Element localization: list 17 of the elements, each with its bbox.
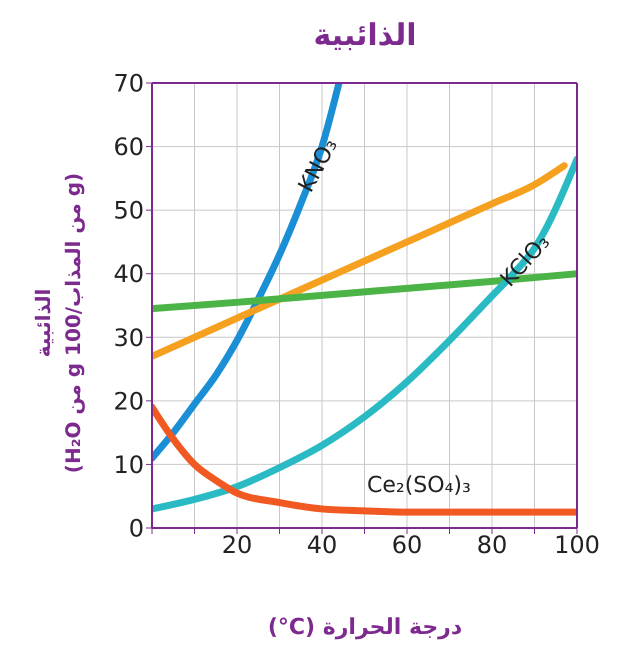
y-tick-label: 60 <box>113 133 144 162</box>
series-label: Ce₂(SO₄)₃ <box>367 473 471 498</box>
x-tick-label: 40 <box>306 531 338 560</box>
y-axis-title: الذائبية (g من المذاب/100 g من H₂O) <box>30 172 86 476</box>
y-tick-label: 0 <box>128 514 144 543</box>
x-tick-label: 60 <box>392 531 422 560</box>
y-tick-label: 10 <box>113 450 144 479</box>
x-tick-label: 100 <box>554 531 600 560</box>
x-axis-title: (°C) درجة الحرارة <box>266 615 464 640</box>
y-tick-label: 20 <box>113 387 144 416</box>
y-tick-label: 70 <box>113 70 144 98</box>
x-tick-label: 20 <box>222 531 252 560</box>
y-tick-label: 30 <box>113 324 144 352</box>
x-tick-label: 80 <box>476 531 508 560</box>
chart-title: الذائبية <box>312 18 418 53</box>
y-tick-label: 40 <box>113 260 144 288</box>
y-tick-label: 50 <box>113 196 144 225</box>
